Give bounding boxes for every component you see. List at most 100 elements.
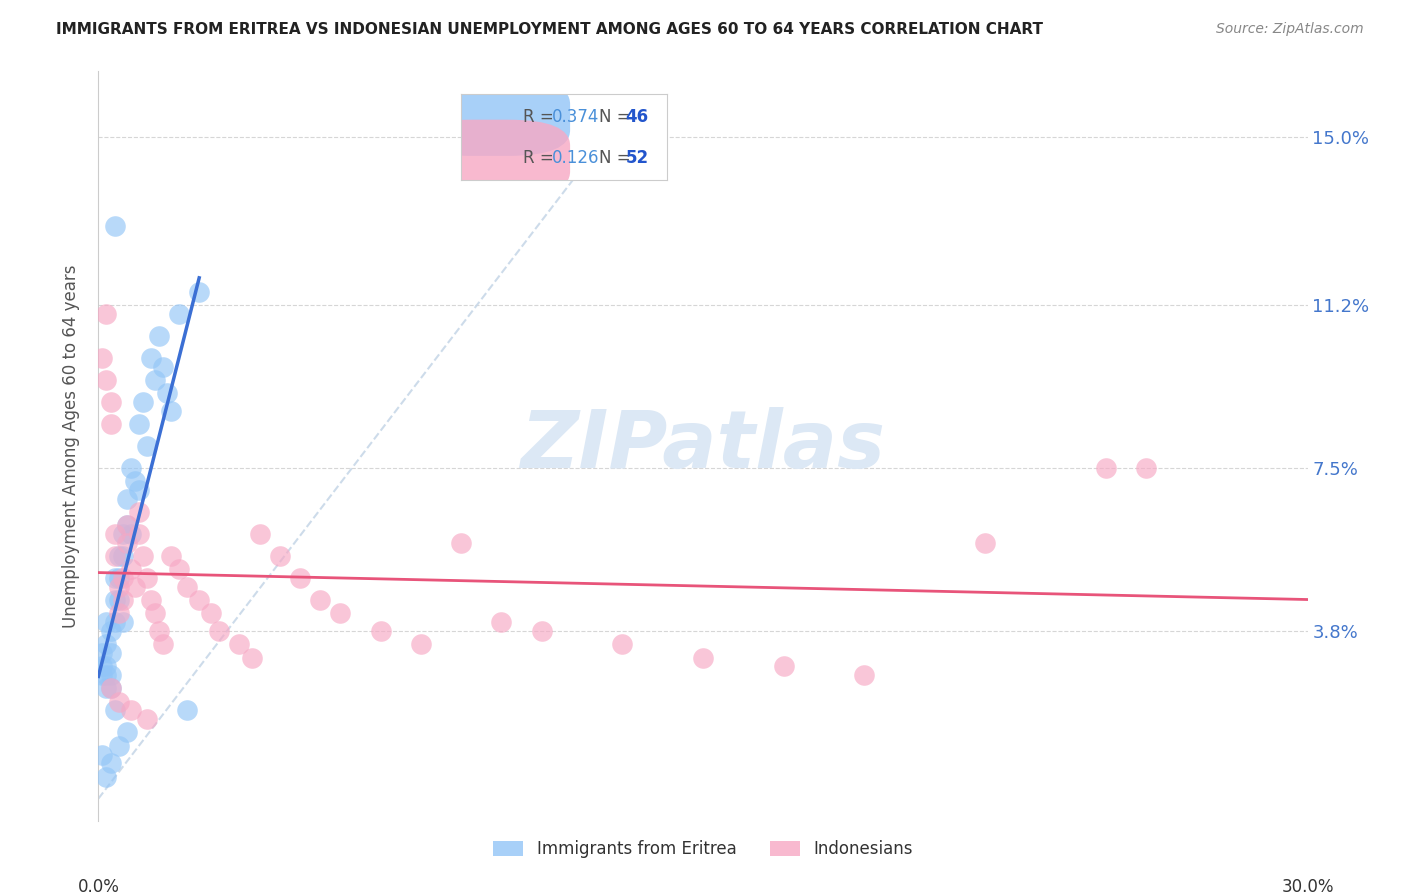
Point <box>139 351 162 365</box>
Point <box>103 703 125 717</box>
Point <box>96 373 118 387</box>
Point <box>103 593 125 607</box>
Point <box>100 395 122 409</box>
Point <box>111 527 134 541</box>
Point <box>128 505 150 519</box>
Point <box>91 646 114 660</box>
Point <box>124 580 146 594</box>
Point <box>167 562 190 576</box>
Point <box>450 536 472 550</box>
Point <box>1135 461 1157 475</box>
Point <box>240 650 263 665</box>
Point <box>100 624 122 639</box>
Point <box>329 607 352 621</box>
Text: ZIPatlas: ZIPatlas <box>520 407 886 485</box>
Point <box>111 615 134 630</box>
Point <box>120 527 142 541</box>
Point <box>409 637 432 651</box>
Point <box>107 739 129 753</box>
Point <box>309 593 332 607</box>
Point <box>100 681 122 696</box>
Point <box>530 624 553 639</box>
Point <box>107 593 129 607</box>
Point <box>132 395 155 409</box>
Point <box>96 659 118 673</box>
Text: Source: ZipAtlas.com: Source: ZipAtlas.com <box>1216 22 1364 37</box>
Point <box>115 491 138 506</box>
Point <box>103 571 125 585</box>
Point <box>100 681 122 696</box>
Point <box>128 483 150 497</box>
Point <box>91 659 114 673</box>
Point <box>200 607 222 621</box>
Text: 30.0%: 30.0% <box>1281 878 1334 892</box>
Point <box>160 403 183 417</box>
Point <box>107 571 129 585</box>
Point <box>128 417 150 431</box>
Point <box>188 593 211 607</box>
Point <box>269 549 291 564</box>
Point <box>188 285 211 299</box>
Point <box>91 351 114 365</box>
Point <box>96 637 118 651</box>
Point <box>135 712 157 726</box>
Point <box>115 518 138 533</box>
Point <box>96 770 118 784</box>
Point <box>96 615 118 630</box>
Point <box>124 475 146 489</box>
Point <box>107 549 129 564</box>
Point <box>143 373 166 387</box>
Point <box>139 593 162 607</box>
Point <box>692 650 714 665</box>
Point <box>135 571 157 585</box>
Point <box>176 703 198 717</box>
Point <box>100 668 122 682</box>
Point <box>115 518 138 533</box>
Text: IMMIGRANTS FROM ERITREA VS INDONESIAN UNEMPLOYMENT AMONG AGES 60 TO 64 YEARS COR: IMMIGRANTS FROM ERITREA VS INDONESIAN UN… <box>56 22 1043 37</box>
Legend: Immigrants from Eritrea, Indonesians: Immigrants from Eritrea, Indonesians <box>486 833 920 864</box>
Point <box>974 536 997 550</box>
Point <box>853 668 876 682</box>
Point <box>107 607 129 621</box>
Point <box>91 668 114 682</box>
Point <box>111 571 134 585</box>
Point <box>111 549 134 564</box>
Point <box>100 756 122 771</box>
Point <box>100 646 122 660</box>
Point <box>103 527 125 541</box>
Point <box>103 549 125 564</box>
Point <box>249 527 271 541</box>
Point <box>176 580 198 594</box>
Point <box>103 219 125 233</box>
Point <box>96 668 118 682</box>
Point <box>128 527 150 541</box>
Point <box>115 536 138 550</box>
Point <box>107 580 129 594</box>
Point <box>491 615 513 630</box>
Point <box>148 328 170 343</box>
Point <box>612 637 634 651</box>
Point <box>120 703 142 717</box>
Point <box>167 307 190 321</box>
Point <box>772 659 794 673</box>
Point <box>100 417 122 431</box>
Point <box>111 593 134 607</box>
Point <box>370 624 392 639</box>
Point <box>135 439 157 453</box>
Point <box>152 637 174 651</box>
Point <box>228 637 250 651</box>
Point <box>148 624 170 639</box>
Point <box>120 461 142 475</box>
Point <box>120 562 142 576</box>
Point <box>107 695 129 709</box>
Point <box>160 549 183 564</box>
Point <box>96 681 118 696</box>
Point <box>115 725 138 739</box>
Point <box>96 307 118 321</box>
Point <box>143 607 166 621</box>
Point <box>132 549 155 564</box>
Y-axis label: Unemployment Among Ages 60 to 64 years: Unemployment Among Ages 60 to 64 years <box>62 264 80 628</box>
Point <box>91 747 114 762</box>
Point <box>288 571 311 585</box>
Text: 0.0%: 0.0% <box>77 878 120 892</box>
